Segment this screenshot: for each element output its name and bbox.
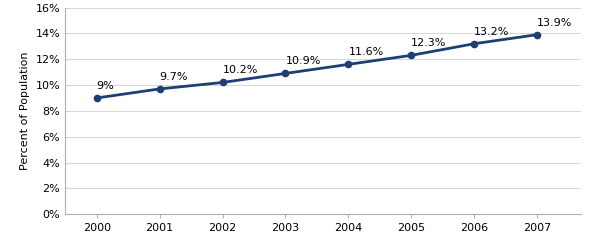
Text: 10.9%: 10.9% — [285, 56, 321, 66]
Y-axis label: Percent of Population: Percent of Population — [20, 52, 30, 170]
Text: 9.7%: 9.7% — [160, 72, 188, 82]
Text: 12.3%: 12.3% — [412, 38, 447, 48]
Text: 9%: 9% — [97, 81, 114, 91]
Text: 13.9%: 13.9% — [537, 18, 572, 27]
Text: 13.2%: 13.2% — [474, 27, 509, 37]
Text: 10.2%: 10.2% — [222, 65, 258, 75]
Text: 11.6%: 11.6% — [348, 47, 384, 57]
